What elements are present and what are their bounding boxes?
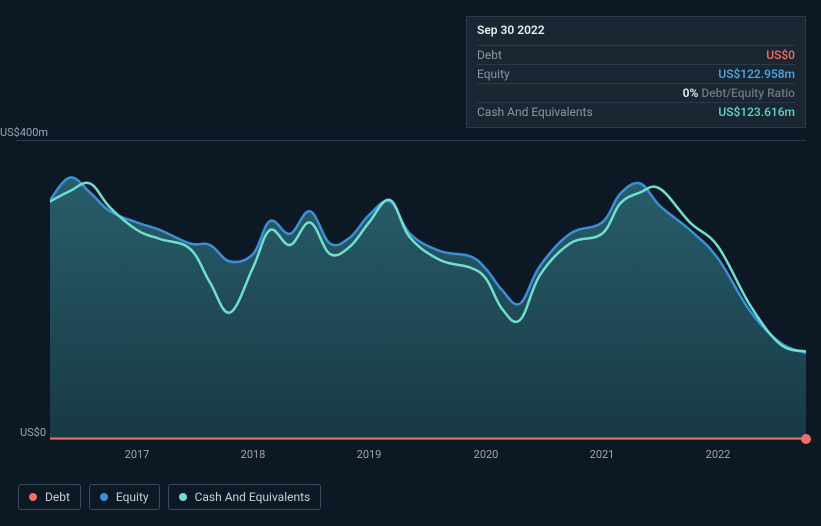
chart-plot-area[interactable] bbox=[50, 140, 806, 440]
tooltip-value-equity: US$122.958m bbox=[718, 67, 795, 81]
tooltip-label-cash: Cash And Equivalents bbox=[477, 105, 593, 119]
legend-label: Debt bbox=[45, 490, 70, 504]
legend-dot-icon bbox=[179, 493, 187, 501]
x-label: 2021 bbox=[590, 448, 615, 461]
legend-label: Cash And Equivalents bbox=[195, 490, 311, 504]
legend-debt[interactable]: Debt bbox=[18, 484, 81, 510]
legend-label: Equity bbox=[116, 490, 149, 504]
legend-dot-icon bbox=[100, 493, 108, 501]
debt-end-marker-icon bbox=[801, 434, 811, 444]
tooltip-row-ratio: 0% Debt/Equity Ratio bbox=[477, 83, 795, 102]
x-label: 2022 bbox=[706, 448, 731, 461]
x-axis-labels: 2017 2018 2019 2020 2021 2022 bbox=[50, 448, 806, 468]
chart-tooltip: Sep 30 2022 Debt US$0 Equity US$122.958m… bbox=[466, 16, 806, 128]
tooltip-label-equity: Equity bbox=[477, 67, 510, 81]
tooltip-row-debt: Debt US$0 bbox=[477, 45, 795, 64]
chart-svg bbox=[50, 140, 806, 440]
tooltip-label-debt: Debt bbox=[477, 48, 502, 62]
tooltip-title: Sep 30 2022 bbox=[477, 23, 795, 41]
x-label: 2019 bbox=[357, 448, 382, 461]
y-min-label: US$0 bbox=[0, 426, 46, 439]
chart-legend: Debt Equity Cash And Equivalents bbox=[18, 484, 321, 510]
tooltip-value-ratio: 0% Debt/Equity Ratio bbox=[683, 86, 795, 100]
chart-root: Sep 30 2022 Debt US$0 Equity US$122.958m… bbox=[0, 0, 821, 526]
equity-area bbox=[50, 177, 806, 440]
legend-equity[interactable]: Equity bbox=[89, 484, 160, 510]
tooltip-row-cash: Cash And Equivalents US$123.616m bbox=[477, 102, 795, 121]
x-label: 2017 bbox=[125, 448, 150, 461]
tooltip-value-cash: US$123.616m bbox=[718, 105, 795, 119]
legend-cash[interactable]: Cash And Equivalents bbox=[168, 484, 322, 510]
legend-dot-icon bbox=[29, 493, 37, 501]
tooltip-row-equity: Equity US$122.958m bbox=[477, 64, 795, 83]
x-label: 2020 bbox=[474, 448, 499, 461]
y-max-label: US$400m bbox=[0, 126, 46, 139]
x-label: 2018 bbox=[241, 448, 266, 461]
tooltip-value-debt: US$0 bbox=[766, 48, 795, 62]
